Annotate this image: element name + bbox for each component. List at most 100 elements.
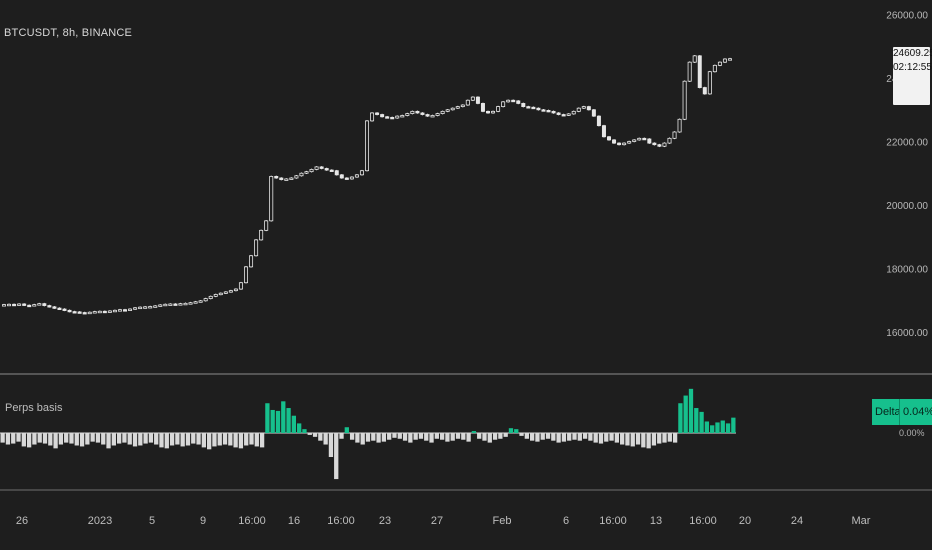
delta-bar xyxy=(540,433,545,440)
delta-bar xyxy=(281,401,286,433)
candle xyxy=(178,302,183,306)
candle-body xyxy=(17,303,22,306)
candle xyxy=(480,102,485,113)
candle xyxy=(254,239,259,257)
candle xyxy=(153,305,158,308)
candle xyxy=(233,288,238,292)
candle xyxy=(294,174,299,179)
delta-bar xyxy=(561,433,567,442)
candle xyxy=(67,309,72,313)
delta-bar xyxy=(244,433,249,446)
delta-bar xyxy=(48,433,53,446)
candle-body xyxy=(309,169,314,173)
time-tick-label: 16 xyxy=(288,515,300,527)
price-tick-label: 20000.00 xyxy=(886,201,928,212)
delta-bar xyxy=(323,433,328,445)
delta-bar xyxy=(662,433,667,443)
delta-bar xyxy=(159,433,164,448)
candle xyxy=(62,308,67,312)
candle-body xyxy=(163,303,168,307)
candle xyxy=(506,99,511,103)
delta-bar xyxy=(154,433,159,445)
candle xyxy=(284,178,289,181)
delta-bar xyxy=(545,433,551,439)
candle xyxy=(112,309,117,313)
delta-bar xyxy=(529,433,535,441)
delta-bar xyxy=(307,433,312,435)
delta-bar xyxy=(228,433,233,446)
delta-bar xyxy=(577,433,582,441)
candle-body xyxy=(561,114,566,117)
candle-body xyxy=(581,106,586,109)
candle xyxy=(183,302,188,306)
candle-body xyxy=(12,303,17,307)
delta-bar xyxy=(16,433,21,442)
delta-bar xyxy=(249,433,254,445)
candle xyxy=(410,110,415,115)
time-x-axis[interactable]: 26 2023 5 9 16:00 16 16:00 23 27 Feb 6 16:00 13 16:00… xyxy=(16,515,871,527)
candle xyxy=(304,170,309,175)
candle-body xyxy=(319,166,324,169)
candle-body xyxy=(233,288,238,292)
candle xyxy=(445,108,450,113)
delta-legend-value: 0.04% xyxy=(899,399,932,425)
time-tick-label: 26 xyxy=(16,515,28,527)
candle-body xyxy=(541,109,546,112)
candle-body xyxy=(47,305,52,308)
delta-bar xyxy=(365,433,371,442)
candle-body xyxy=(465,99,470,106)
candle-body xyxy=(354,174,359,178)
delta-bar xyxy=(286,408,291,433)
candle-body xyxy=(390,116,395,120)
candle xyxy=(309,168,314,173)
time-tick-label: 9 xyxy=(200,515,206,527)
candle xyxy=(143,306,148,309)
price-tick-label: 18000.00 xyxy=(886,264,928,275)
delta-bar xyxy=(270,409,275,433)
candle xyxy=(319,166,324,170)
delta-bar xyxy=(106,433,111,449)
delta-bar xyxy=(58,433,64,445)
delta-bar xyxy=(646,433,651,449)
candle xyxy=(591,108,596,117)
candle-body xyxy=(400,115,405,118)
candle xyxy=(536,107,541,111)
delta-bar xyxy=(725,423,731,433)
candle-body xyxy=(107,310,112,313)
candle xyxy=(324,167,329,171)
delta-bar xyxy=(32,433,37,445)
candle xyxy=(617,142,622,146)
candle xyxy=(359,169,364,176)
candle xyxy=(274,175,279,179)
candle xyxy=(642,137,647,141)
delta-bar xyxy=(593,433,598,443)
delta-bar xyxy=(339,433,344,439)
delta-bar xyxy=(519,433,524,436)
delta-bar xyxy=(556,433,561,443)
candle xyxy=(637,137,642,141)
candle xyxy=(97,310,102,314)
candle xyxy=(123,308,128,312)
candle xyxy=(707,70,712,95)
candle-body xyxy=(475,96,480,104)
candle xyxy=(722,58,727,63)
delta-bar xyxy=(53,433,58,449)
candle-body xyxy=(405,113,410,116)
candle-body xyxy=(470,96,475,101)
candle-body xyxy=(667,137,672,144)
candle xyxy=(249,254,254,268)
candle-body xyxy=(213,294,218,297)
time-tick-label: 5 xyxy=(149,515,155,527)
candle-body xyxy=(7,303,12,307)
candle xyxy=(526,105,531,109)
candle xyxy=(203,297,208,302)
candle xyxy=(52,306,57,309)
delta-bar xyxy=(535,433,540,442)
candle xyxy=(511,99,516,103)
delta-bar xyxy=(207,433,212,450)
candle xyxy=(329,169,334,172)
candle-body xyxy=(259,229,264,241)
delta-bar xyxy=(74,433,79,446)
delta-bar xyxy=(90,433,95,442)
candle-body xyxy=(228,290,233,293)
